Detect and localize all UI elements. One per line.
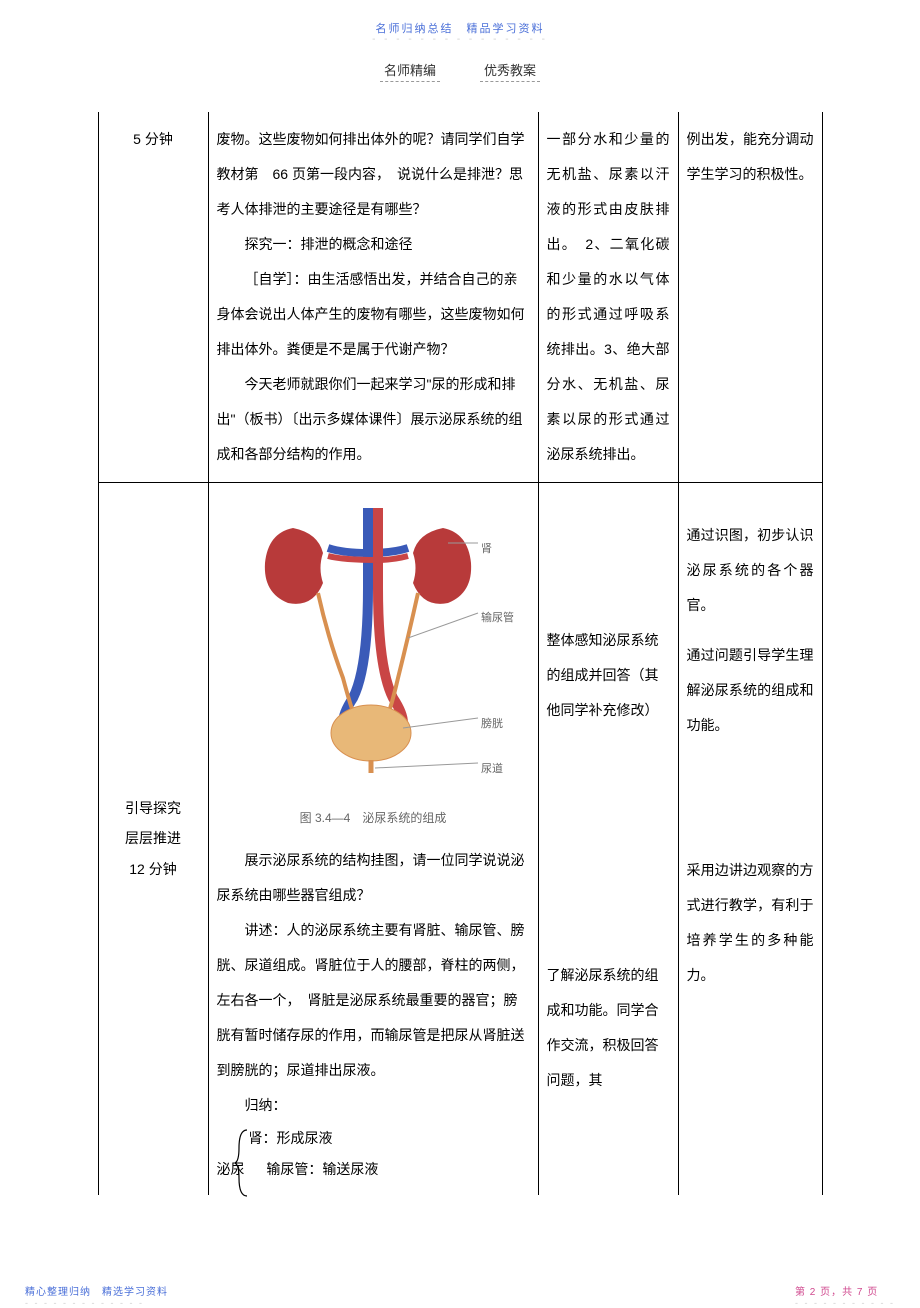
intent-text: 采用边讲边观察的方式进行教学，有利于培养学生的多种能力。 — [687, 853, 814, 993]
teacher-text: 探究一：排泄的概念和途径 — [217, 227, 530, 262]
table-row: 引导探究层层推进12 分钟 — [98, 483, 822, 1195]
lesson-table: 5 分钟 废物。这些废物如何排出体外的呢？请同学们自学教材第 66 页第一段内容… — [98, 112, 823, 1195]
time-label: 引导探究层层推进12 分钟 — [107, 793, 200, 885]
student-cell: 整体感知泌尿系统的组成并回答（其他同学补充修改） 了解泌尿系统的组成和功能。同学… — [538, 483, 678, 1195]
intent-cell: 通过识图，初步认识泌尿系统的各个器官。 通过问题引导学生理解泌尿系统的组成和功能… — [678, 483, 822, 1195]
time-label: 5 分钟 — [107, 122, 200, 157]
student-text: 了解泌尿系统的组成和功能。同学合作交流，积极回答问题，其 — [547, 958, 670, 1098]
footer-page-number: 第 2 页，共 7 页 — [795, 1283, 895, 1298]
bracket-line: 泌尿 输尿管：输送尿液 — [217, 1154, 530, 1185]
bracket-content: 输尿管：输送尿液 — [266, 1161, 378, 1177]
bracket-line: 肾：形成尿液 — [217, 1123, 530, 1154]
header-dots: - - - - - - - - - - - - - - - — [0, 34, 920, 45]
teacher-text: 今天老师就跟你们一起来学习"尿的形成和排出"（板书）〔出示多媒体课件〕展示泌尿系… — [217, 367, 530, 472]
page-header: 名师归纳总结 精品学习资料 - - - - - - - - - - - - - … — [0, 0, 920, 82]
kidney-label: 肾 — [481, 536, 492, 564]
bladder-label: 膀胱 — [481, 711, 503, 739]
header-sub-left: 名师精编 — [380, 60, 440, 82]
teacher-text: 讲述：人的泌尿系统主要有肾脏、输尿管、膀胱、尿道组成。肾脏位于人的腰部，脊柱的两… — [217, 913, 530, 1088]
diagram-caption: 图 3.4—4 泌尿系统的组成 — [217, 803, 530, 833]
student-cell: 一部分水和少量的无机盐、尿素以汗液的形式由皮肤排出。 2、二氧化碳和少量的水以气… — [538, 112, 678, 483]
urinary-diagram-svg — [223, 498, 523, 778]
footer-dots: - - - - - - - - - - - — [795, 1298, 895, 1308]
teacher-text: 展示泌尿系统的结构挂图，请一位同学说说泌尿系统由哪些器官组成？ — [217, 843, 530, 913]
intent-cell: 例出发，能充分调动学生学习的积极性。 — [678, 112, 822, 483]
table-row: 5 分钟 废物。这些废物如何排出体外的呢？请同学们自学教材第 66 页第一段内容… — [98, 112, 822, 483]
teacher-cell: 肾 输尿管 膀胱 尿道 图 3.4—4 泌尿系统的组成 展示泌尿系统的结构挂图，… — [208, 483, 538, 1195]
footer-dots: - - - - - - - - - - - - - — [25, 1298, 168, 1308]
teacher-cell: 废物。这些废物如何排出体外的呢？请同学们自学教材第 66 页第一段内容， 说说什… — [208, 112, 538, 483]
student-text: 整体感知泌尿系统的组成并回答（其他同学补充修改） — [547, 623, 670, 728]
teacher-text: 废物。这些废物如何排出体外的呢？请同学们自学教材第 66 页第一段内容， 说说什… — [217, 122, 530, 227]
time-cell: 5 分钟 — [98, 112, 208, 483]
intent-text: 通过识图，初步认识泌尿系统的各个器官。 — [687, 518, 814, 623]
teacher-text: ［自学］：由生活感悟出发，并结合自己的亲身体会说出人体产生的废物有哪些，这些废物… — [217, 262, 530, 367]
student-text: 一部分水和少量的无机盐、尿素以汗液的形式由皮肤排出。 2、二氧化碳和少量的水以气… — [547, 122, 670, 472]
urethra-label: 尿道 — [481, 756, 503, 784]
summary-bracket: 肾：形成尿液 泌尿 输尿管：输送尿液 — [217, 1123, 530, 1185]
urinary-system-diagram: 肾 输尿管 膀胱 尿道 — [223, 498, 523, 798]
footer-left: 精心整理归纳 精选学习资料 - - - - - - - - - - - - - — [25, 1283, 168, 1308]
ureter-label: 输尿管 — [481, 605, 514, 633]
bracket-icon — [235, 1128, 249, 1198]
header-sub-right: 优秀教案 — [480, 60, 540, 82]
time-cell: 引导探究层层推进12 分钟 — [98, 483, 208, 1195]
intent-text: 例出发，能充分调动学生学习的积极性。 — [687, 122, 814, 192]
footer-left-text: 精心整理归纳 精选学习资料 — [25, 1283, 168, 1298]
header-subtitle: 名师精编 优秀教案 — [0, 60, 920, 82]
teacher-text: 归纳： — [217, 1088, 530, 1123]
intent-text: 通过问题引导学生理解泌尿系统的组成和功能。 — [687, 638, 814, 743]
footer-right: 第 2 页，共 7 页 - - - - - - - - - - - — [795, 1283, 895, 1308]
